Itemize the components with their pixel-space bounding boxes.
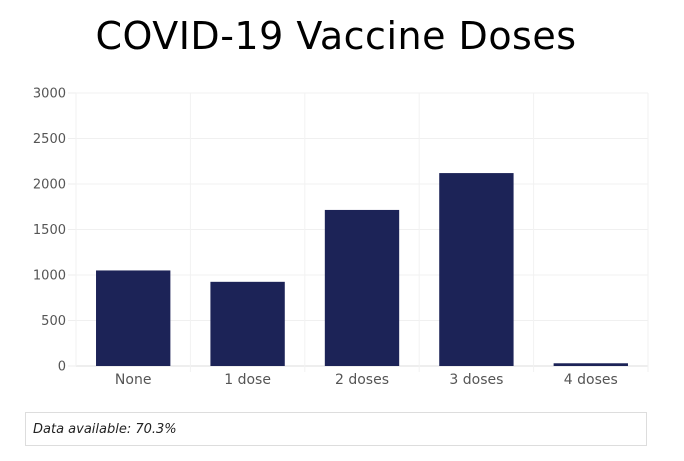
x-tick-label: 3 doses — [449, 372, 503, 388]
data-availability-note: Data available: 70.3% — [33, 422, 177, 437]
chart-title: COVID-19 Vaccine Doses — [95, 14, 577, 58]
y-tick-label: 3000 — [33, 87, 66, 102]
y-tick-label: 0 — [58, 360, 66, 375]
x-tick-label: None — [115, 372, 152, 388]
bar-chart: 0 500 1000 1500 2000 2500 3000 None 1 dose 2 dose… — [33, 87, 649, 388]
x-tick-label: 4 doses — [564, 372, 618, 388]
x-tick-label: 1 dose — [224, 372, 271, 388]
y-tick-label: 1000 — [33, 269, 66, 284]
y-tick-label: 2000 — [33, 178, 66, 193]
y-tick-label: 2500 — [33, 132, 66, 147]
bar-2-doses — [324, 209, 400, 366]
data-availability-box: Data available: 70.3% — [25, 412, 647, 446]
bar-3-doses — [439, 173, 514, 366]
bar-4-doses — [553, 363, 628, 366]
y-tick-label: 1500 — [33, 223, 66, 238]
x-tick-label: 2 doses — [335, 372, 389, 388]
bar-1-dose — [210, 281, 285, 366]
bar-none — [96, 270, 171, 366]
y-tick-label: 500 — [41, 314, 66, 329]
